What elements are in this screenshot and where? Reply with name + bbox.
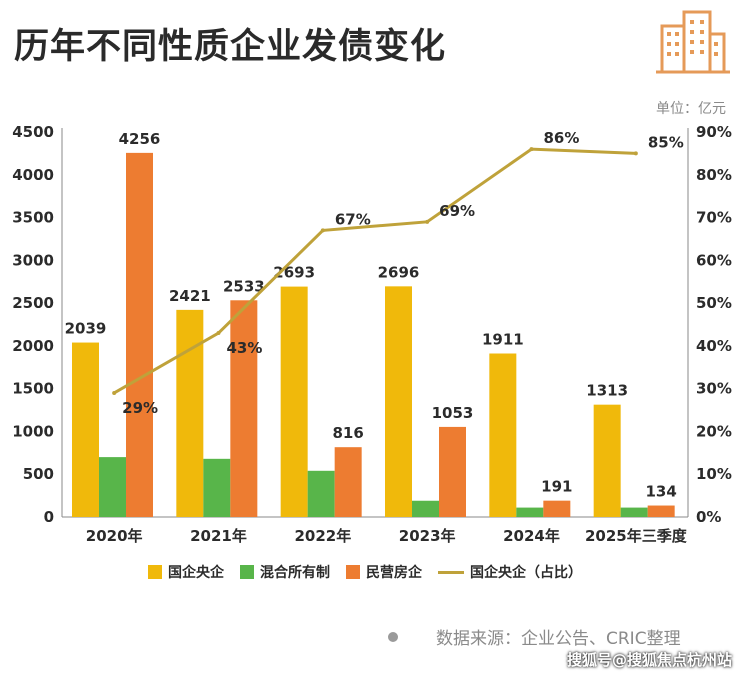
bar-private <box>543 500 571 517</box>
share-line-point <box>425 219 430 224</box>
y-left-tick-label: 3000 <box>12 251 54 269</box>
building-logo-icon <box>656 10 730 74</box>
chart-title: 历年不同性质企业发债变化 <box>14 27 447 67</box>
y-right-tick-label: 0% <box>696 508 721 526</box>
y-left-tick-label: 500 <box>23 465 54 483</box>
y-left-tick-label: 4000 <box>12 166 54 184</box>
data-label-private: 4256 <box>119 130 161 148</box>
data-label-private: 2533 <box>223 277 265 295</box>
legend-label-share-line: 国企央企（占比） <box>470 565 582 581</box>
bar-central-soe <box>385 286 412 517</box>
data-label-central-soe: 2421 <box>169 287 211 305</box>
y-left-tick-label: 4500 <box>12 123 54 141</box>
share-line-label: 67% <box>335 210 371 228</box>
y-right-tick-label: 20% <box>696 422 732 440</box>
data-label-central-soe: 1911 <box>482 331 524 349</box>
data-label-central-soe: 2039 <box>65 320 107 338</box>
y-left-tick-label: 1500 <box>12 380 54 398</box>
y-left-tick-label: 1000 <box>12 422 54 440</box>
data-label-private: 191 <box>541 478 572 496</box>
legend-swatch-mixed <box>240 565 254 579</box>
data-label-central-soe: 2696 <box>378 263 420 281</box>
data-label-private: 1053 <box>432 404 474 422</box>
y-right-tick-label: 60% <box>696 251 732 269</box>
share-line-label: 29% <box>122 399 158 417</box>
y-left-tick-label: 0 <box>44 508 54 526</box>
x-tick-label: 2021年 <box>190 527 247 545</box>
bar-central-soe <box>72 342 99 517</box>
legend: 国企央企 混合所有制 民营房企 国企央企（占比） <box>148 562 598 582</box>
y-left-tick-label: 3500 <box>12 209 54 227</box>
bar-mixed <box>203 458 231 517</box>
share-line-point <box>633 151 638 156</box>
x-tick-label: 2023年 <box>399 527 456 545</box>
bar-mixed <box>99 457 126 517</box>
legend-item-share-line: 国企央企（占比） <box>438 562 582 582</box>
legend-swatch-private <box>346 565 360 579</box>
bar-mixed <box>516 507 544 517</box>
y-right-tick-label: 80% <box>696 166 732 184</box>
legend-swatch-central-soe <box>148 565 162 579</box>
y-right-tick-label: 10% <box>696 465 732 483</box>
legend-item-mixed: 混合所有制 <box>240 562 330 582</box>
legend-label-private: 民营房企 <box>366 565 422 581</box>
bar-private <box>126 152 153 517</box>
unit-label: 单位：亿元 <box>656 101 726 117</box>
y-right-tick-label: 30% <box>696 380 732 398</box>
bar-central-soe <box>489 353 517 517</box>
y-right-tick-label: 70% <box>696 209 732 227</box>
share-line-point <box>529 147 534 152</box>
share-line-label: 43% <box>227 339 263 357</box>
bar-private <box>439 426 466 517</box>
data-label-private: 134 <box>646 483 677 501</box>
bar-private <box>230 300 258 517</box>
share-line-point <box>112 390 117 395</box>
legend-label-central-soe: 国企央企 <box>168 565 224 581</box>
x-tick-label: 2025年三季度 <box>585 527 688 545</box>
share-line <box>113 147 636 395</box>
bar-central-soe <box>176 309 204 517</box>
watermark: 搜狐号@搜狐焦点杭州站 <box>566 651 732 669</box>
share-line-point <box>216 331 221 336</box>
y-left-tick-label: 2000 <box>12 337 54 355</box>
legend-label-mixed: 混合所有制 <box>260 565 330 581</box>
y-right-tick-label: 90% <box>696 123 732 141</box>
bar-private <box>334 447 362 517</box>
legend-item-central-soe: 国企央企 <box>148 562 224 582</box>
legend-swatch-share-line <box>438 570 464 574</box>
y-right-tick-label: 50% <box>696 294 732 312</box>
source-text: 数据来源：企业公告、CRIC整理 <box>436 629 681 649</box>
share-line-label: 69% <box>439 202 475 220</box>
y-left-tick-label: 2500 <box>12 294 54 312</box>
bullet-dot-icon <box>388 631 398 642</box>
y-right-tick-label: 40% <box>696 337 732 355</box>
bar-central-soe <box>280 286 308 517</box>
source-note: 数据来源：企业公告、CRIC整理 <box>388 624 681 649</box>
bar-mixed <box>412 500 439 517</box>
data-label-central-soe: 1313 <box>586 382 628 400</box>
bar-private <box>647 505 675 517</box>
share-line-label: 85% <box>648 133 684 151</box>
bar-line-chart: 0 500 1000 1500 2000 2500 3000 3500 4000 4500 0% 10… <box>12 123 732 545</box>
bar-mixed <box>307 470 335 517</box>
x-tick-label: 2020年 <box>86 527 143 545</box>
share-line-label: 86% <box>544 129 580 147</box>
bar-central-soe <box>593 404 621 517</box>
bar-mixed <box>620 507 648 517</box>
legend-item-private: 民营房企 <box>346 562 422 582</box>
share-line-point <box>320 228 325 233</box>
data-label-private: 816 <box>333 424 364 442</box>
x-tick-label: 2022年 <box>294 527 351 545</box>
x-tick-label: 2024年 <box>503 527 560 545</box>
